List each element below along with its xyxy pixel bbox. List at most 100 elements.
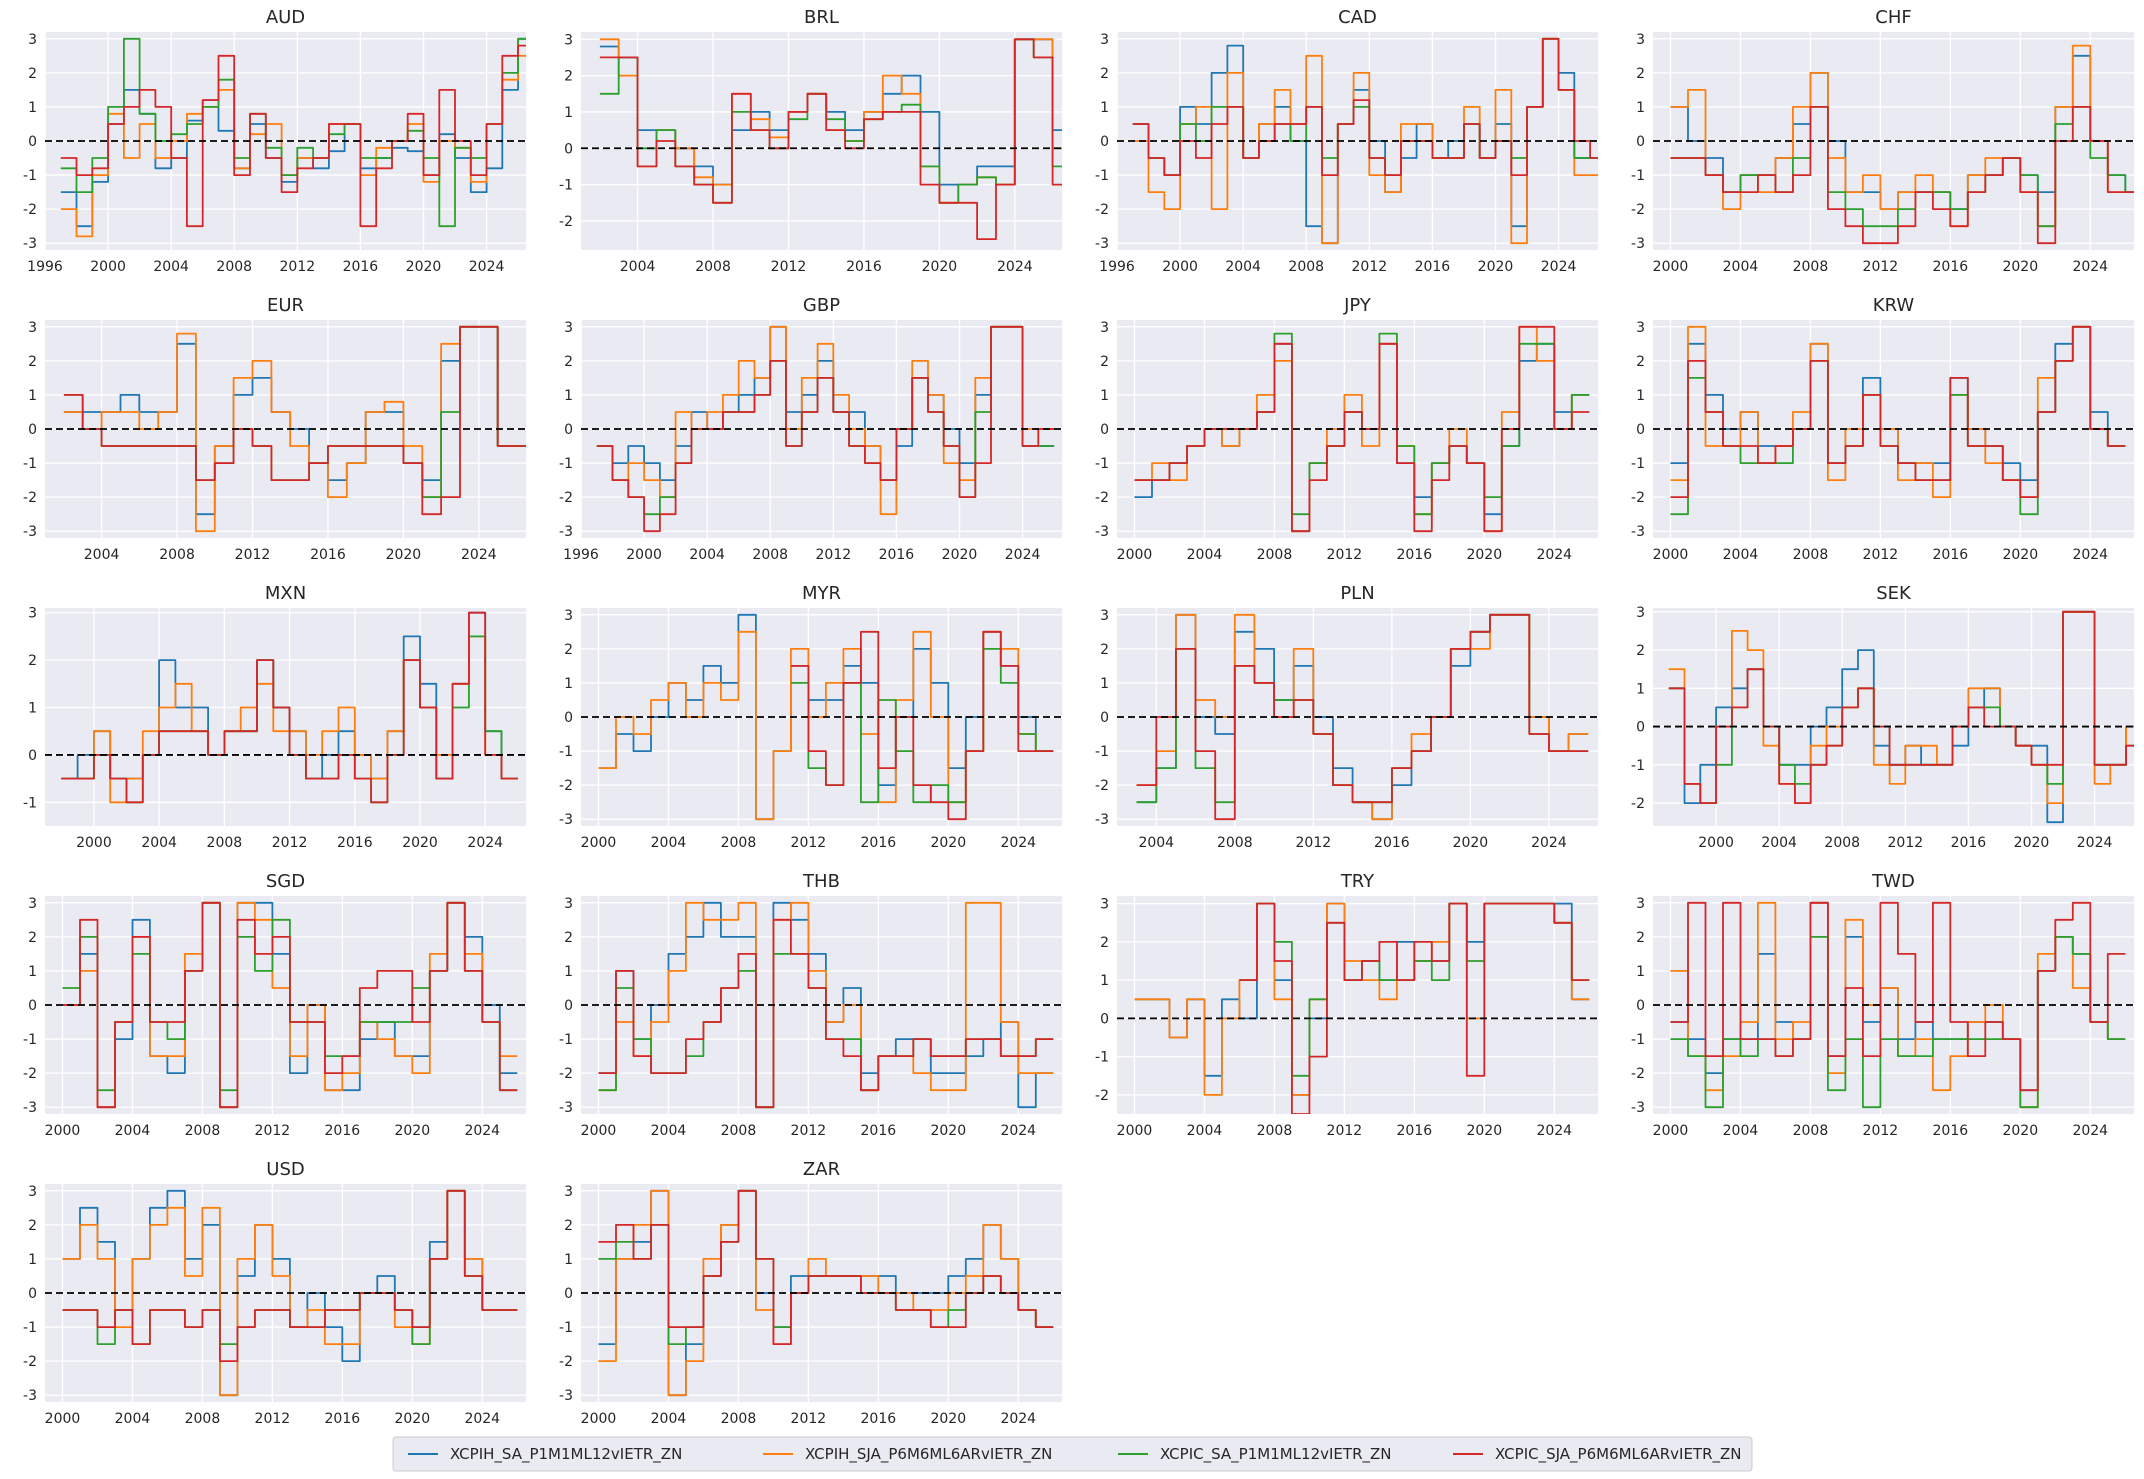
- y-tick-label: 1: [564, 105, 573, 121]
- x-tick-label: 2016: [861, 1411, 897, 1427]
- x-tick-label: 2020: [2014, 835, 2050, 851]
- x-tick-label: 2024: [2072, 547, 2108, 563]
- x-tick-label: 2008: [721, 1411, 757, 1427]
- series-group: [60, 37, 526, 238]
- panel-title: ZAR: [803, 1159, 840, 1180]
- x-tick-label: 2012: [235, 547, 271, 563]
- x-tick-label: 2024: [467, 835, 503, 851]
- y-tick-label: -2: [1095, 490, 1109, 506]
- plot-area: [45, 608, 526, 826]
- x-tick-label: 2008: [1824, 835, 1860, 851]
- x-tick-label: 2024: [1000, 1411, 1036, 1427]
- x-tick-label: 2020: [386, 547, 422, 563]
- series-line-4: [1670, 325, 2126, 498]
- x-tick-label: 2024: [1536, 547, 1572, 563]
- y-tick-label: 3: [1100, 32, 1109, 48]
- x-tick-label: 2008: [1288, 259, 1324, 275]
- x-tick-label: 2012: [1863, 547, 1899, 563]
- x-tick-label: 2020: [922, 259, 958, 275]
- panel-title: GBP: [803, 295, 840, 316]
- x-tick-label: 2008: [752, 547, 788, 563]
- x-tick-label: 2008: [159, 547, 195, 563]
- x-tick-label: 2012: [791, 835, 827, 851]
- y-tick-label: -1: [23, 456, 37, 472]
- x-tick-label: 2000: [76, 835, 112, 851]
- plot-area: [1117, 896, 1598, 1114]
- x-tick-label: 2012: [1888, 835, 1924, 851]
- x-tick-label: 2020: [1466, 1123, 1502, 1139]
- y-tick-label: -1: [23, 168, 37, 184]
- y-tick-label: 2: [28, 930, 37, 946]
- y-tick-label: 0: [1100, 1011, 1109, 1027]
- panel-pln: -3 -2 -1 0 1 2 3 2004 2008 2012 2016 2020 2024 PLN: [1095, 583, 1598, 851]
- y-tick-label: -2: [1095, 1088, 1109, 1104]
- x-tick-label: 2004: [84, 547, 120, 563]
- series-line-4: [62, 901, 518, 1109]
- x-tick-label: 2020: [394, 1411, 430, 1427]
- y-tick-label: 1: [1636, 964, 1645, 980]
- y-tick-label: 3: [1100, 897, 1109, 913]
- panel-aud: -3 -2 -1 0 1 2 3 1996 2000 2004 2008 2012 2016 2020 20…: [23, 7, 526, 275]
- x-tick-label: 2008: [695, 259, 731, 275]
- x-tick-label: 2020: [930, 1123, 966, 1139]
- y-tick-label: -2: [559, 214, 573, 230]
- x-tick-label: 2020: [942, 547, 978, 563]
- series-group: [62, 1189, 518, 1397]
- x-tick-label: 2016: [846, 259, 882, 275]
- y-tick-label: 0: [28, 422, 37, 438]
- x-tick-label: 2016: [325, 1123, 361, 1139]
- x-tick-label: 2016: [1397, 547, 1433, 563]
- x-tick-label: 2012: [816, 547, 852, 563]
- x-tick-label: 2012: [1327, 1123, 1363, 1139]
- series-group: [1136, 613, 1589, 821]
- x-tick-label: 2016: [1933, 259, 1969, 275]
- panel-chf: -3 -2 -1 0 1 2 3 2000 2004 2008 2012 2016 2020 2024 CH…: [1631, 7, 2134, 275]
- panel-sek: -2 -1 0 1 2 3 2000 2004 2008 2012 2016 2020 2024 SEK: [1631, 583, 2134, 851]
- series-line-2: [60, 54, 526, 238]
- y-tick-label: -1: [1095, 744, 1109, 760]
- y-tick-label: -1: [23, 795, 37, 811]
- y-tick-label: 0: [1100, 134, 1109, 150]
- panel-eur: -3 -2 -1 0 1 2 3 2004 2008 2012 2016 2020 2024 EUR: [23, 295, 526, 563]
- series-line-4: [1136, 613, 1589, 821]
- y-tick-label: 3: [1636, 32, 1645, 48]
- legend-label: XCPIH_SJA_P6M6ML6ARvIETR_ZN: [805, 1445, 1052, 1464]
- panel-title: CHF: [1875, 7, 1911, 28]
- x-tick-label: 2004: [1187, 1123, 1223, 1139]
- x-tick-label: 1996: [1099, 259, 1135, 275]
- x-tick-label: 2000: [581, 835, 617, 851]
- panel-title: TRY: [1340, 871, 1375, 892]
- y-tick-label: -2: [1631, 1066, 1645, 1082]
- series-group: [1670, 44, 2134, 245]
- series-line-4: [61, 611, 518, 804]
- series-group: [598, 901, 1054, 1109]
- y-tick-label: 1: [1100, 388, 1109, 404]
- panel-title: THB: [802, 871, 840, 892]
- y-tick-label: -2: [23, 202, 37, 218]
- x-tick-label: 2012: [791, 1411, 827, 1427]
- series-line-4: [63, 325, 526, 516]
- x-tick-label: 2000: [581, 1411, 617, 1427]
- series-group: [596, 325, 1055, 533]
- x-tick-label: 2024: [1000, 835, 1036, 851]
- y-tick-label: 3: [564, 896, 573, 912]
- x-tick-label: 2020: [2002, 259, 2038, 275]
- x-tick-label: 2016: [1397, 1123, 1433, 1139]
- panel-title: TWD: [1871, 871, 1915, 892]
- y-tick-label: 3: [28, 1184, 37, 1200]
- y-tick-label: 2: [1636, 66, 1645, 82]
- series-line-4: [1670, 106, 2134, 245]
- y-tick-label: 1: [1636, 681, 1645, 697]
- y-tick-label: -3: [1095, 236, 1109, 252]
- x-tick-label: 2004: [1138, 835, 1174, 851]
- y-tick-label: 2: [1100, 66, 1109, 82]
- x-tick-label: 2020: [1453, 835, 1489, 851]
- y-tick-label: -3: [23, 1100, 37, 1116]
- x-tick-label: 2000: [1117, 547, 1153, 563]
- series-group: [1134, 902, 1590, 1114]
- x-tick-label: 2012: [1863, 1123, 1899, 1139]
- x-tick-label: 2020: [1478, 259, 1514, 275]
- y-tick-label: -2: [1095, 202, 1109, 218]
- panel-title: KRW: [1873, 295, 1915, 316]
- x-tick-label: 2024: [464, 1123, 500, 1139]
